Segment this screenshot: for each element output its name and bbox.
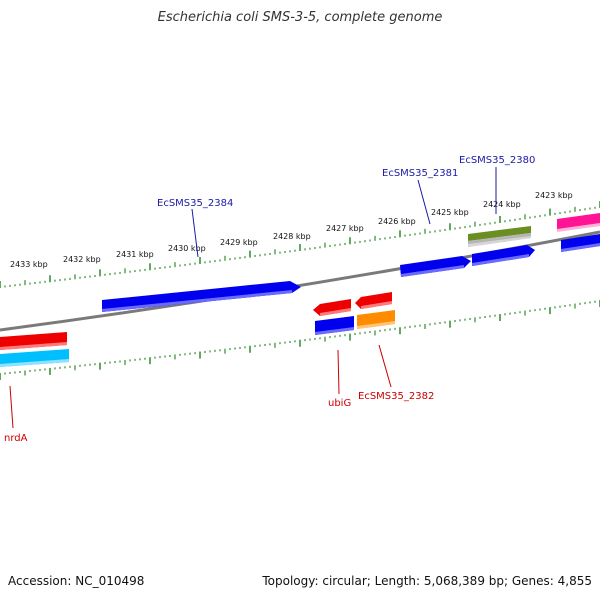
- leader-ubig: [337, 349, 340, 395]
- label-ecsms35-2381[interactable]: EcSMS35_2381: [382, 168, 458, 179]
- leader-ecsms35-2384: [191, 208, 199, 258]
- label-ecsms35-2382[interactable]: EcSMS35_2382: [358, 391, 434, 402]
- gene-ecsms35-2382[interactable]: [357, 310, 395, 329]
- upper-kbp-ruler: [0, 201, 600, 288]
- kbp-label-2423: 2423 kbp: [535, 191, 573, 200]
- kbp-label-2428: 2428 kbp: [273, 232, 311, 241]
- kbp-label-2432: 2432 kbp: [63, 255, 101, 264]
- gene-blue-lower[interactable]: [315, 316, 354, 335]
- label-ecsms35-2380[interactable]: EcSMS35_2380: [459, 155, 535, 166]
- kbp-label-2433: 2433 kbp: [10, 260, 48, 269]
- kbp-label-2425: 2425 kbp: [431, 208, 469, 217]
- gene-olive-feature[interactable]: [468, 226, 531, 247]
- gene-ecsms35-2380[interactable]: [472, 245, 535, 266]
- accession-text: Accession: NC_010498: [8, 574, 145, 588]
- gene-cyan-feature[interactable]: [0, 349, 69, 367]
- gene-ubig[interactable]: [313, 299, 351, 316]
- label-nrda[interactable]: nrdA: [4, 433, 28, 444]
- leader-ecsms35-2382: [378, 344, 392, 388]
- kbp-label-2431: 2431 kbp: [116, 250, 154, 259]
- map-title: Escherichia coli SMS-3-5, complete genom…: [157, 10, 443, 25]
- label-ecsms35-2384[interactable]: EcSMS35_2384: [157, 198, 233, 209]
- leader-ecsms35-2381: [417, 179, 431, 225]
- gene-red-partner[interactable]: [355, 292, 392, 309]
- label-ubig[interactable]: ubiG: [328, 398, 351, 409]
- gene-forward-edge[interactable]: [561, 234, 600, 252]
- kbp-label-2430: 2430 kbp: [168, 244, 206, 253]
- gene-nrda[interactable]: [0, 332, 67, 350]
- gene-ecsms35-2381[interactable]: [400, 256, 471, 277]
- gene-pink-feature[interactable]: [557, 213, 600, 232]
- kbp-label-2427: 2427 kbp: [326, 224, 364, 233]
- lower-kbp-ruler: [0, 300, 600, 380]
- gene-ecsms35-2384[interactable]: [102, 281, 301, 312]
- genome-summary-text: Topology: circular; Length: 5,068,389 bp…: [262, 574, 592, 588]
- kbp-label-2424: 2424 kbp: [483, 200, 521, 209]
- kbp-label-2426: 2426 kbp: [378, 217, 416, 226]
- leader-nrda: [9, 385, 14, 429]
- kbp-label-2429: 2429 kbp: [220, 238, 258, 247]
